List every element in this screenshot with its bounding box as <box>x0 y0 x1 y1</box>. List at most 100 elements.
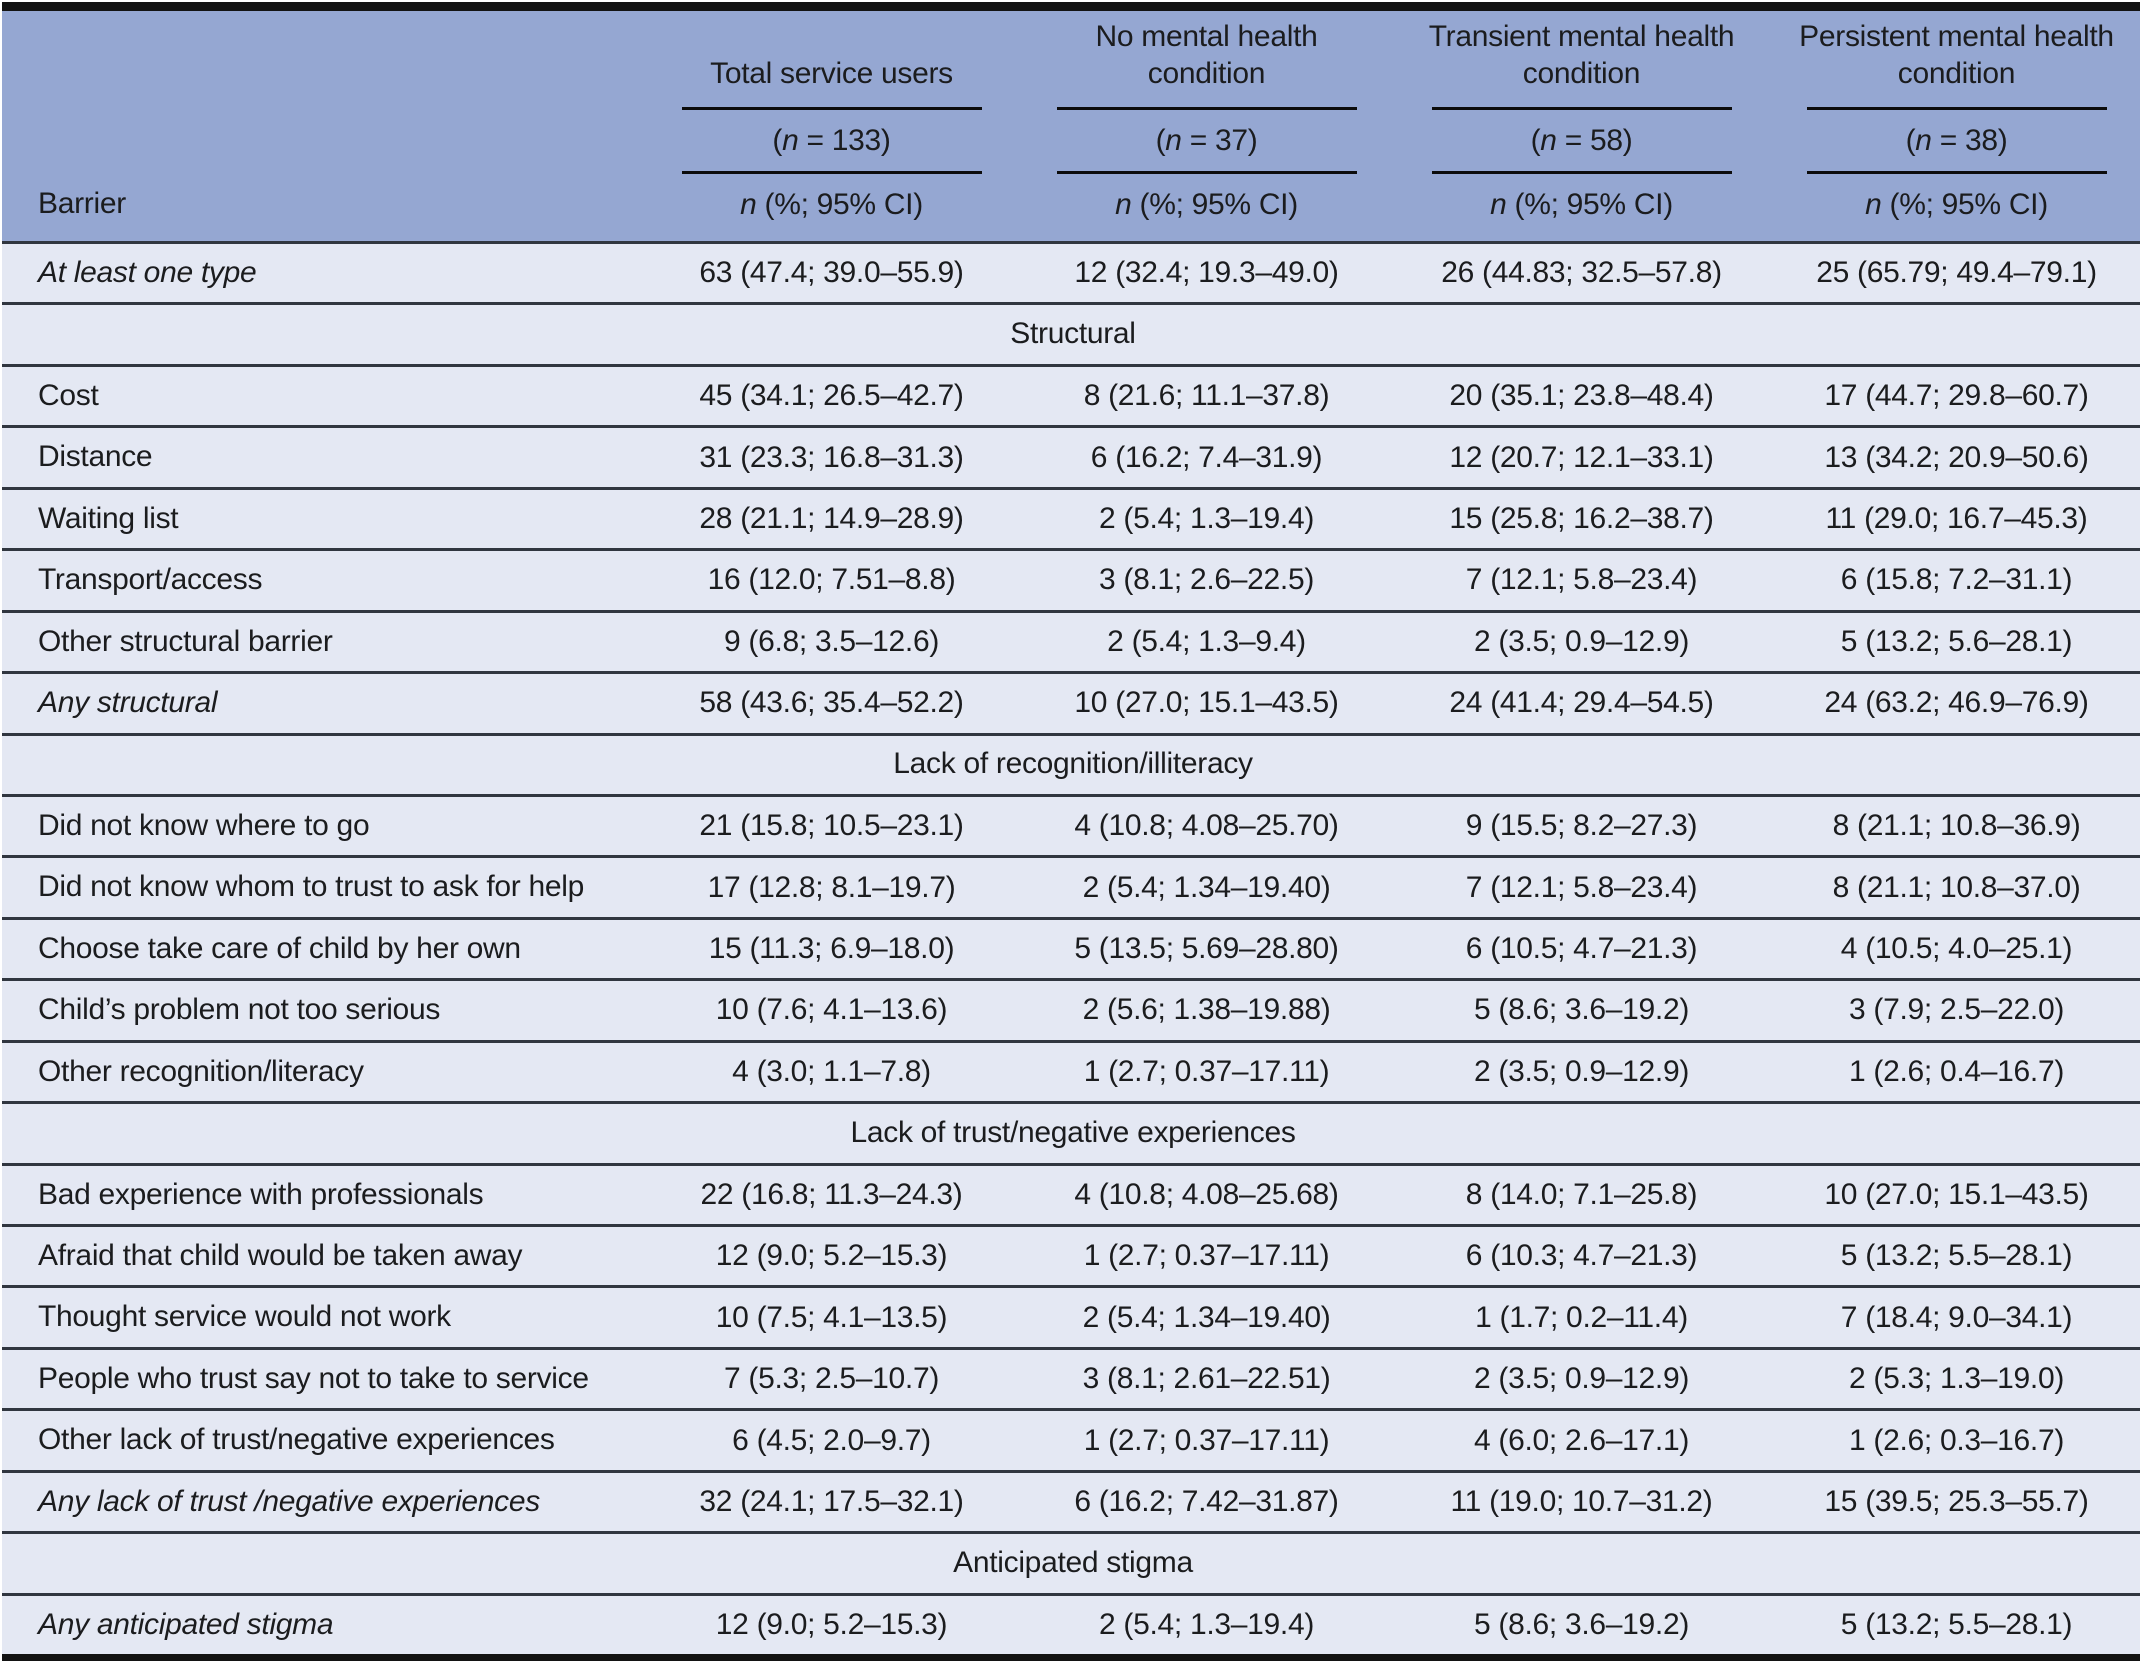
row-label: Bad experience with professionals <box>38 1177 484 1211</box>
header-rule <box>681 107 982 110</box>
cell-value: 20 (35.1; 23.8–48.4) <box>1449 379 1714 413</box>
row-label: Afraid that child would be taken away <box>38 1238 523 1272</box>
cell-value: 10 (7.5; 4.1–13.5) <box>715 1300 948 1334</box>
cell-value: 5 (13.2; 5.5–28.1) <box>1840 1607 2073 1641</box>
header-rule <box>1431 107 1732 110</box>
cell-value: 21 (15.8; 10.5–23.1) <box>699 809 964 843</box>
cell-value: 16 (12.0; 7.51–8.8) <box>707 563 956 597</box>
table-row: Thought service would not work 10 (7.5; 4… <box>2 1285 2140 1346</box>
cell-value: 10 (27.0; 15.1–43.5) <box>1074 686 1339 720</box>
cell-value: 2 (5.4; 1.3–19.4) <box>1098 501 1315 535</box>
cell-value: 24 (41.4; 29.4–54.5) <box>1449 686 1714 720</box>
header-rule <box>1431 171 1732 174</box>
cell-value: 6 (4.5; 2.0–9.7) <box>732 1423 931 1457</box>
cell-value: 2 (5.4; 1.3–9.4) <box>1107 624 1306 658</box>
cell-value: 1 (2.7; 0.37–17.11) <box>1083 1054 1330 1088</box>
row-label: Choose take care of child by her own <box>38 931 521 965</box>
cell-value: 7 (18.4; 9.0–34.1) <box>1840 1300 2073 1334</box>
cell-value: 5 (8.6; 3.6–19.2) <box>1473 1607 1690 1641</box>
row-label: Other structural barrier <box>38 624 333 658</box>
cell-value: 10 (7.6; 4.1–13.6) <box>715 993 948 1027</box>
row-label: Other lack of trust/negative experiences <box>38 1423 555 1457</box>
column-group-label: Transient mental health condition <box>1428 19 1735 90</box>
column-sample-size: (n = 58) <box>1530 124 1633 157</box>
table-top-rule <box>2 2 2140 11</box>
cell-value: 2 (5.4; 1.34–19.40) <box>1082 1300 1331 1334</box>
cell-value: 3 (8.1; 2.61–22.51) <box>1082 1362 1331 1396</box>
cell-value: 11 (29.0; 16.7–45.3) <box>1825 501 2088 535</box>
column-sample-size: (n = 38) <box>1905 124 2008 157</box>
table-row: Transport/access 16 (12.0; 7.51–8.8) 3 (8.… <box>2 548 2140 609</box>
column-stat-header: n (%; 95% CI) <box>1115 188 1298 221</box>
cell-value: 5 (13.2; 5.5–28.1) <box>1840 1239 2073 1273</box>
cell-value: 22 (16.8; 11.3–24.3) <box>700 1177 963 1211</box>
cell-value: 1 (2.7; 0.37–17.11) <box>1083 1239 1330 1273</box>
table-row: Cost 45 (34.1; 26.5–42.7) 8 (21.6; 11.1–37… <box>2 363 2140 425</box>
section-header-label: Structural <box>1010 317 1136 351</box>
row-label: Did not know where to go <box>38 808 370 842</box>
cell-value: 9 (15.5; 8.2–27.3) <box>1465 809 1698 843</box>
cell-value: 1 (2.6; 0.3–16.7) <box>1848 1423 2065 1457</box>
cell-value: 63 (47.4; 39.0–55.9) <box>699 256 964 290</box>
table-row: Any structural 58 (43.6; 35.4–52.2) 10 (27… <box>2 671 2140 732</box>
column-group-label: Total service users <box>710 56 953 90</box>
cell-value: 12 (20.7; 12.1–33.1) <box>1449 440 1714 474</box>
table-header: Barrier Total service users (n = 133) n (%… <box>2 11 2140 241</box>
header-rule <box>681 171 982 174</box>
cell-value: 1 (2.7; 0.37–17.11) <box>1083 1423 1330 1457</box>
column-sample-size: (n = 133) <box>772 124 891 157</box>
header-rule <box>1056 107 1357 110</box>
row-label: Did not know whom to trust to ask for he… <box>38 870 584 904</box>
cell-value: 15 (25.8; 16.2–38.7) <box>1449 501 1714 535</box>
cell-value: 9 (6.8; 3.5–12.6) <box>723 624 940 658</box>
cell-value: 2 (5.4; 1.34–19.40) <box>1082 870 1331 904</box>
column-header-2: No mental health condition (n = 37) n (%; … <box>1019 11 1394 241</box>
cell-value: 45 (34.1; 26.5–42.7) <box>699 379 964 413</box>
cell-value: 4 (10.8; 4.08–25.68) <box>1074 1177 1339 1211</box>
column-header-1: Total service users (n = 133) n (%; 95% CI… <box>644 11 1019 241</box>
cell-value: 58 (43.6; 35.4–52.2) <box>699 686 964 720</box>
column-group-label: Persistent mental health condition <box>1799 19 2114 90</box>
cell-value: 17 (12.8; 8.1–19.7) <box>707 870 956 904</box>
cell-value: 4 (10.8; 4.08–25.70) <box>1074 809 1339 843</box>
row-label: Transport/access <box>38 563 263 597</box>
table-bottom-rule <box>2 1654 2140 1661</box>
cell-value: 5 (13.5; 5.69–28.80) <box>1074 932 1339 966</box>
row-label: Cost <box>38 378 99 412</box>
cell-value: 7 (5.3; 2.5–10.7) <box>723 1362 940 1396</box>
cell-value: 8 (21.1; 10.8–36.9) <box>1832 809 2081 843</box>
cell-value: 17 (44.7; 29.8–60.7) <box>1824 379 2089 413</box>
cell-value: 11 (19.0; 10.7–31.2) <box>1450 1484 1713 1518</box>
cell-value: 15 (39.5; 25.3–55.7) <box>1824 1484 2089 1518</box>
cell-value: 12 (9.0; 5.2–15.3) <box>715 1607 948 1641</box>
cell-value: 1 (1.7; 0.2–11.4) <box>1475 1300 1688 1334</box>
row-label: Thought service would not work <box>38 1300 451 1334</box>
cell-value: 2 (5.4; 1.3–19.4) <box>1098 1607 1315 1641</box>
cell-value: 5 (8.6; 3.6–19.2) <box>1473 993 1690 1027</box>
row-label: Any anticipated stigma <box>38 1607 334 1641</box>
table-row: Other recognition/literacy 4 (3.0; 1.1–7.… <box>2 1039 2140 1101</box>
cell-value: 2 (3.5; 0.9–12.9) <box>1473 624 1690 658</box>
section-header-label: Anticipated stigma <box>953 1546 1193 1580</box>
cell-value: 6 (15.8; 7.2–31.1) <box>1840 563 2073 597</box>
cell-value: 7 (12.1; 5.8–23.4) <box>1465 870 1698 904</box>
row-label: Child’s problem not too serious <box>38 993 441 1027</box>
cell-value: 6 (16.2; 7.42–31.87) <box>1074 1484 1339 1518</box>
cell-value: 2 (5.6; 1.38–19.88) <box>1082 993 1331 1027</box>
cell-value: 7 (12.1; 5.8–23.4) <box>1465 563 1698 597</box>
cell-value: 6 (10.3; 4.7–21.3) <box>1465 1239 1698 1273</box>
cell-value: 2 (3.5; 0.9–12.9) <box>1473 1362 1690 1396</box>
cell-value: 10 (27.0; 15.1–43.5) <box>1824 1177 2089 1211</box>
row-label: At least one type <box>38 255 257 289</box>
table-row: Any lack of trust /negative experiences 3… <box>2 1469 2140 1531</box>
cell-value: 6 (10.5; 4.7–21.3) <box>1465 932 1698 966</box>
cell-value: 25 (65.79; 49.4–79.1) <box>1816 256 2097 290</box>
column-stat-header: n (%; 95% CI) <box>1865 188 2048 221</box>
cell-value: 26 (44.83; 32.5–57.8) <box>1441 256 1722 290</box>
section-header-row: Lack of trust/negative experiences <box>2 1101 2140 1162</box>
table-row: Distance 31 (23.3; 16.8–31.3) 6 (16.2; 7.4… <box>2 425 2140 486</box>
row-label: Other recognition/literacy <box>38 1054 364 1088</box>
cell-value: 8 (14.0; 7.1–25.8) <box>1465 1177 1698 1211</box>
row-label: Distance <box>38 440 153 474</box>
